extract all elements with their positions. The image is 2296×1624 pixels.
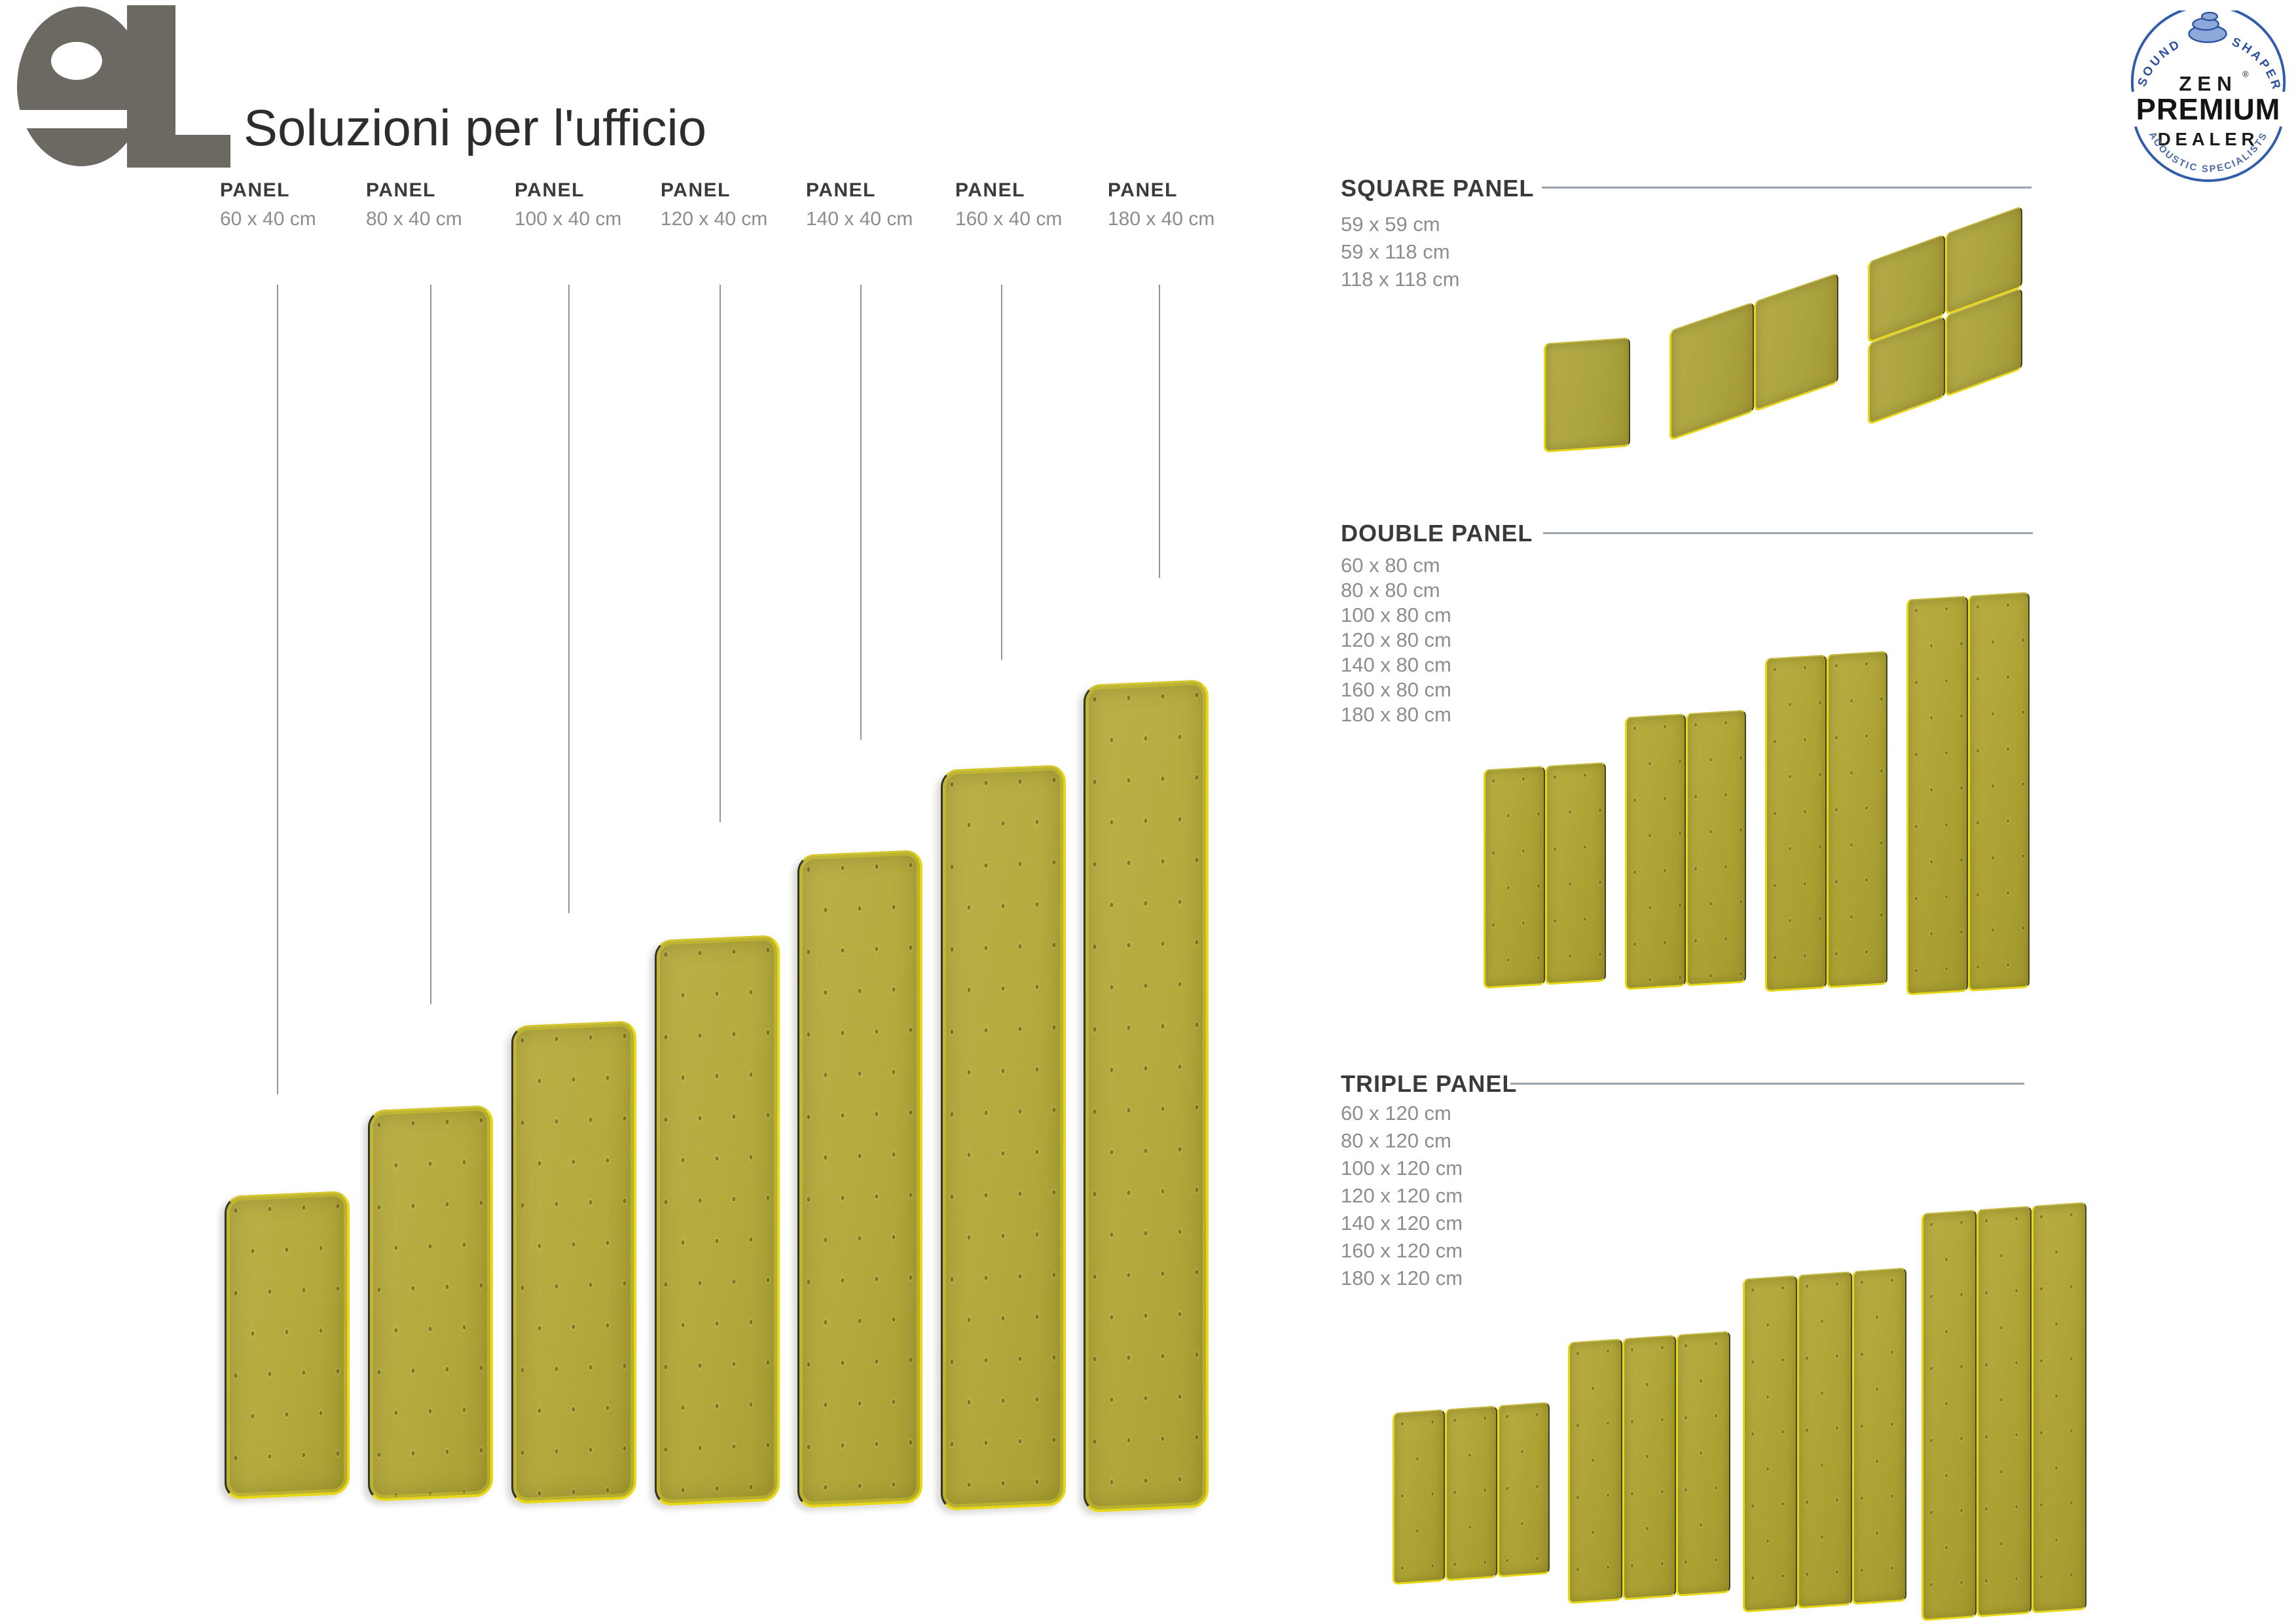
double-panel-image-1 [1484,762,1606,989]
el-logo-l-foot [175,135,230,168]
double-panel-image-4 [1906,592,2030,996]
badge-ring-bottom [2134,126,2283,183]
badge-zen-text: ZEN [2179,71,2238,95]
double-panel-sizes: 60 x 80 cm 80 x 80 cm 100 x 80 cm 120 x … [1341,553,1451,727]
el-logo [17,5,250,170]
double-panel-image-2 [1625,710,1746,990]
square-panel-sizes: 59 x 59 cm 59 x 118 cm 118 x 118 cm [1341,211,1460,293]
badge-dealer-text: DEALER [2158,129,2259,149]
section-line-square [1542,187,2032,189]
triple-panel-image-2 [1568,1331,1731,1604]
el-logo-e-counter [51,42,102,80]
panel-label-180x40: PANEL 180 x 40 cm [1108,179,1215,230]
triple-panel-image-3 [1743,1267,1906,1613]
panel-image-120x40 [655,934,780,1507]
size-item: 120 x 120 cm [1341,1184,1463,1207]
leader-line-80x40 [430,285,431,1004]
square-panel-image-118x118 [1868,206,2022,425]
badge-ring-top [2130,10,2286,92]
panel-label-120x40: PANEL 120 x 40 cm [661,179,768,230]
section-title-square-panel: SQUARE PANEL [1341,175,1535,202]
badge-premium-text: PREMIUM [2136,93,2281,126]
panel-label-80x40: PANEL 80 x 40 cm [366,179,462,230]
size-item: 118 x 118 cm [1341,268,1460,291]
size-item: 60 x 80 cm [1341,554,1440,577]
square-panel-image-59x118 [1669,272,1838,441]
size-item: 59 x 118 cm [1341,240,1450,263]
panel-image-160x40 [941,764,1066,1511]
el-logo-l-stem [127,5,175,168]
zen-premium-dealer-badge: SOUND SHAPER ZEN ® PREMIUM DEALER ACOUST… [2130,10,2286,183]
leader-line-160x40 [1001,285,1002,660]
badge-registered-mark: ® [2242,69,2249,79]
panel-label-60x40: PANEL 60 x 40 cm [220,179,316,230]
size-item: 120 x 80 cm [1341,628,1451,651]
leader-line-140x40 [860,285,862,740]
panel-label-160x40: PANEL 160 x 40 cm [955,179,1063,230]
size-item: 60 x 120 cm [1341,1102,1451,1125]
svg-text:SHAPER: SHAPER [2230,35,2284,93]
panel-image-100x40 [511,1020,636,1505]
section-line-triple [1510,1083,2024,1085]
size-item: 180 x 120 cm [1341,1267,1463,1290]
panel-label-100x40: PANEL 100 x 40 cm [515,179,622,230]
size-item: 160 x 120 cm [1341,1239,1463,1262]
triple-panel-image-1 [1393,1401,1550,1585]
size-item: 80 x 120 cm [1341,1129,1451,1152]
square-panel-image-59x59 [1544,337,1630,453]
badge-arc-shaper: SHAPER [2230,35,2282,93]
panel-image-60x40 [225,1190,350,1500]
size-item: 100 x 120 cm [1341,1157,1463,1180]
triple-panel-sizes: 60 x 120 cm 80 x 120 cm 100 x 120 cm 120… [1341,1100,1463,1292]
size-item: 100 x 80 cm [1341,604,1451,626]
leader-line-100x40 [568,285,570,913]
double-panel-image-3 [1765,651,1887,992]
size-item: 160 x 80 cm [1341,678,1451,701]
panel-image-180x40 [1084,679,1209,1513]
section-line-double [1543,532,2033,534]
zen-stones-icon [2188,11,2227,43]
size-item: 140 x 120 cm [1341,1212,1463,1235]
section-title-triple-panel: TRIPLE PANEL [1341,1070,1518,1097]
el-logo-e-shape [17,7,145,166]
leader-line-120x40 [720,285,721,822]
page-title: Soluzioni per l'ufficio [244,99,707,156]
size-item: 59 x 59 cm [1341,213,1440,236]
size-item: 140 x 80 cm [1341,653,1451,676]
size-item: 180 x 80 cm [1341,703,1451,726]
size-item: 80 x 80 cm [1341,579,1440,602]
leader-line-180x40 [1159,285,1160,578]
leader-line-60x40 [277,285,278,1094]
panel-label-140x40: PANEL 140 x 40 cm [806,179,913,230]
panel-image-80x40 [368,1104,493,1502]
panel-image-140x40 [797,849,922,1509]
section-title-double-panel: DOUBLE PANEL [1341,520,1533,547]
el-logo-e-slot [17,110,127,128]
triple-panel-image-4 [1922,1202,2086,1621]
